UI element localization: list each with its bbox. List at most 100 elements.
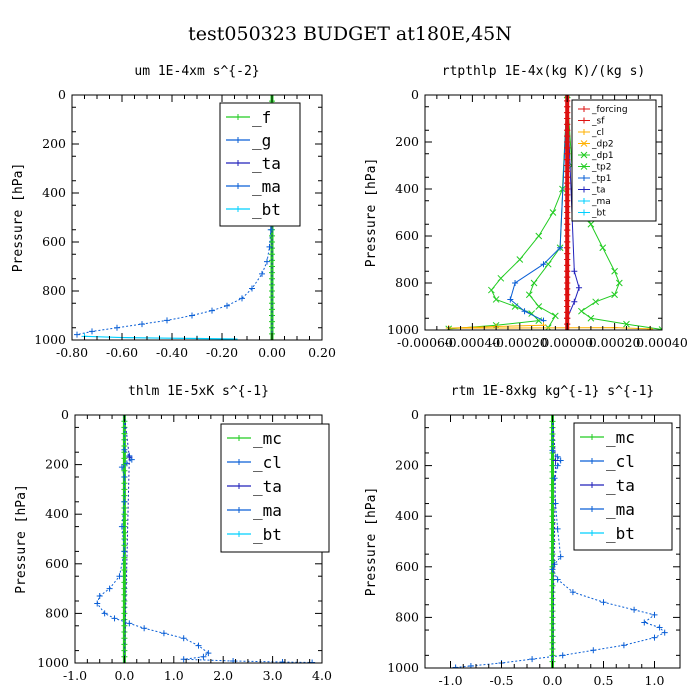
data-point <box>564 109 571 116</box>
data-point <box>564 191 571 198</box>
x-tick-label: 2.0 <box>213 668 233 683</box>
y-axis-label: Pressure [hPa] <box>364 487 379 597</box>
y-tick-label: 1000 <box>387 660 419 675</box>
data-point <box>564 215 571 222</box>
legend-label: _ma <box>606 500 635 519</box>
legend-marker <box>589 458 595 464</box>
x-tick-label: -0.60 <box>106 345 138 360</box>
data-point <box>552 457 559 464</box>
x-tick-label: -1.0 <box>63 668 87 683</box>
legend-marker <box>589 506 595 512</box>
legend-label: _ta <box>252 154 281 173</box>
data-point <box>564 139 571 145</box>
data-point <box>564 121 571 128</box>
data-point <box>564 280 571 286</box>
data-point <box>94 600 101 607</box>
data-point <box>121 511 128 518</box>
data-point <box>651 634 658 641</box>
x-tick-label: 3.0 <box>263 668 283 683</box>
legend: _mc _cl _ta _ma _bt <box>220 423 330 553</box>
data-point <box>549 209 557 216</box>
legend-label: _cl <box>606 452 635 471</box>
data-point <box>554 576 561 583</box>
chart-panel-2: rtpthlp 1E-4x(kg K)/(kg s) Pressure [hPa]… <box>364 64 688 350</box>
data-point <box>488 286 495 294</box>
data-point <box>121 622 128 629</box>
data-point <box>551 475 558 482</box>
chart-panel-1: um 1E-4xm s^{-2} Pressure [hPa] -0.80 -0.60… <box>11 64 336 360</box>
data-point <box>549 447 556 454</box>
x-tick-label: -0.5 <box>489 673 513 688</box>
legend-box <box>573 422 673 551</box>
data-point <box>564 209 571 216</box>
data-point <box>114 324 120 331</box>
data-point <box>121 598 128 604</box>
legend-label: _ta <box>606 476 635 495</box>
series-group <box>94 415 316 663</box>
y-axis-label: Pressure [hPa] <box>11 163 26 273</box>
data-point <box>106 585 113 592</box>
data-point <box>564 268 571 275</box>
data-point <box>530 279 538 287</box>
data-point <box>549 487 556 494</box>
legend-marker <box>236 459 242 465</box>
data-point <box>249 285 255 292</box>
data-point <box>121 610 128 617</box>
series-line-tp2 <box>528 95 568 328</box>
data-point <box>121 616 128 623</box>
data-point <box>224 302 230 309</box>
data-point <box>656 624 663 631</box>
data-point <box>121 446 128 453</box>
panel-title: um 1E-4xm s^{-2} <box>134 64 259 79</box>
data-point <box>549 538 556 545</box>
panel-title: rtm 1E-8xkg kg^{-1} s^{-1} <box>451 384 655 399</box>
y-tick-label: 1000 <box>37 655 69 670</box>
legend-marker <box>235 137 241 143</box>
data-point <box>631 606 638 613</box>
legend-marker <box>581 106 587 112</box>
data-point <box>525 291 533 299</box>
legend-label: _mc <box>606 428 635 447</box>
chart-panel-3: thlm 1E-5xK s^{-1} Pressure [hPa] -1.0 0.0 1… <box>14 384 332 683</box>
legend-label: _ma <box>252 177 281 196</box>
data-point <box>121 629 128 635</box>
data-point <box>587 314 595 322</box>
legend-box <box>219 102 301 227</box>
data-point <box>551 561 558 568</box>
data-point <box>209 307 215 314</box>
data-point <box>578 307 585 315</box>
data-point <box>126 620 133 627</box>
data-point <box>121 579 128 586</box>
data-point <box>559 652 566 659</box>
x-tick-label: 0.20 <box>308 345 336 360</box>
x-tick-label: -0.00060 <box>397 335 453 350</box>
legend-label: _bt <box>606 524 635 543</box>
data-point <box>549 551 556 558</box>
data-point <box>564 127 571 134</box>
legend-marker <box>235 183 241 189</box>
legend-marker <box>236 507 242 513</box>
data-point <box>529 656 536 663</box>
legend-label: _cl <box>591 128 604 138</box>
data-point <box>611 291 618 299</box>
legend-marker <box>581 129 587 135</box>
x-tick-label: -0.80 <box>56 345 88 360</box>
panel-title: thlm 1E-5xK s^{-1} <box>128 384 269 399</box>
x-tick-label: 0.0 <box>543 673 563 688</box>
data-point <box>535 303 543 310</box>
data-point <box>564 303 571 310</box>
data-point <box>200 653 207 660</box>
legend-marker <box>581 198 587 204</box>
data-point <box>564 168 571 175</box>
x-tick-label: -0.00020 <box>492 335 548 350</box>
data-point <box>564 174 571 181</box>
data-point <box>611 267 618 275</box>
y-tick-label: 0 <box>58 87 66 102</box>
legend-label: _sf <box>591 117 605 127</box>
data-point <box>549 608 556 615</box>
data-point <box>521 308 528 315</box>
x-tick-label: 0.00020 <box>589 335 641 350</box>
y-tick-label: 800 <box>395 609 419 624</box>
data-point <box>118 464 125 471</box>
